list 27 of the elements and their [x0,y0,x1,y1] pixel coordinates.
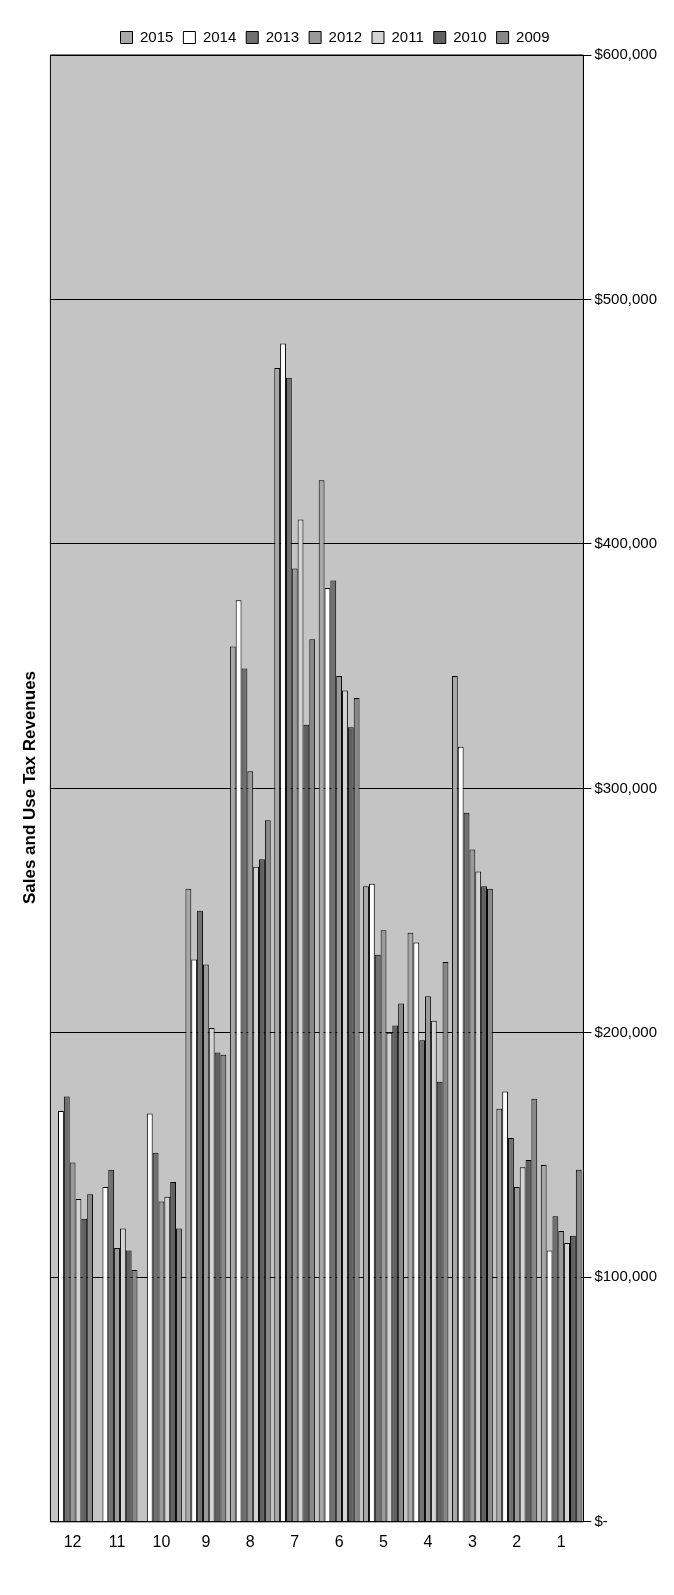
x-tick-label: 2 [512,1532,522,1550]
legend-label: 2011 [391,27,424,45]
y-tick-label: $- [594,1511,608,1529]
y-tick-label: $300,000 [594,778,658,796]
legend-label: 2014 [202,27,237,45]
x-tick-label: 1 [556,1532,566,1550]
legend-label: 2013 [265,27,300,45]
y-tick-label: $600,000 [594,45,658,63]
x-tick-label: 8 [245,1532,255,1550]
text: Sales and Use Tax Revenues [19,670,39,905]
legend-label: 2009 [516,27,550,45]
legend-label: 2010 [453,27,487,45]
x-tick-label: 10 [152,1532,171,1550]
legend-label: 2012 [328,27,362,45]
x-tick-label: 9 [201,1532,211,1550]
x-tick-label: 3 [467,1532,477,1550]
x-tick-label: 11 [108,1532,126,1550]
y-tick-label: $200,000 [594,1023,658,1041]
y-tick-label: $400,000 [594,534,658,552]
x-tick-label: 4 [423,1532,433,1550]
x-tick-label: 12 [63,1532,82,1550]
legend-label: 2015 [140,27,174,45]
x-tick-label: 7 [290,1532,300,1550]
y-tick-label: $500,000 [594,289,658,307]
x-tick-label: 6 [334,1532,344,1550]
y-tick-label: $100,000 [594,1267,658,1285]
x-tick-label: 5 [379,1532,389,1550]
